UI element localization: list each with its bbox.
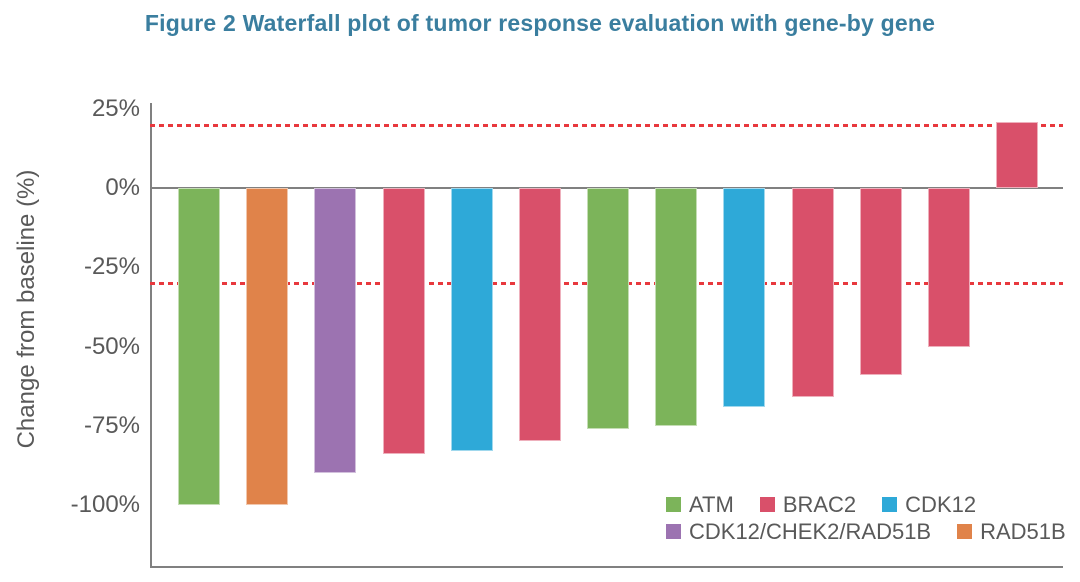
- legend-item-BRAC2: BRAC2: [759, 491, 857, 518]
- y-axis-line: [150, 103, 152, 568]
- bar-BRAC2: [382, 188, 425, 455]
- legend-label: ATM: [689, 491, 734, 517]
- bar-CDK12: [723, 188, 766, 407]
- bar-BRAC2: [927, 188, 970, 347]
- y-tick-label: -100%: [70, 490, 140, 518]
- legend-label: CDK12: [905, 491, 977, 517]
- bar-CDK12: [450, 188, 493, 451]
- figure-title: Figure 2 Waterfall plot of tumor respons…: [144, 10, 936, 36]
- legend-item-ATM: ATM: [666, 492, 734, 518]
- legend-swatch-icon: [759, 497, 775, 512]
- legend-label: CDK12/CHEK2/RAD51B: [689, 518, 932, 544]
- y-axis-label: Change from baseline (%): [13, 169, 40, 449]
- legend-swatch-icon: [882, 497, 898, 512]
- legend: ATM BRAC2 CDK12 CDK12/CHEK2/RAD51B RAD51B: [666, 491, 1066, 545]
- legend-label: RAD51B: [980, 518, 1066, 544]
- y-tick-label: 0%: [105, 174, 140, 202]
- y-tick-label: -25%: [83, 253, 140, 281]
- reference-line-plus20: [150, 123, 1063, 127]
- bar-BRAC2: [518, 188, 561, 442]
- legend-item-CDK12: CDK12: [882, 492, 976, 518]
- legend-swatch-icon: [957, 524, 973, 539]
- bar-CDK12-CHEK2-RAD51B: [314, 188, 357, 474]
- legend-swatch-icon: [666, 524, 681, 539]
- bar-BRAC2: [791, 188, 834, 398]
- legend-row: ATM BRAC2 CDK12: [666, 491, 1066, 518]
- bar-ATM: [178, 188, 220, 505]
- y-tick-label: -75%: [83, 411, 140, 439]
- bar-BRAC2: [996, 121, 1038, 189]
- bar-ATM: [655, 188, 698, 426]
- bar-ATM: [587, 188, 629, 429]
- legend-item-RAD51B: RAD51B: [957, 519, 1066, 545]
- legend-item-CDK12-CHEK2-RAD51B: CDK12/CHEK2/RAD51B: [666, 519, 931, 545]
- y-tick-label: -50%: [83, 332, 140, 360]
- y-tick-label: 25%: [91, 95, 140, 123]
- bar-RAD51B: [246, 188, 289, 505]
- x-axis-line: [150, 566, 1063, 568]
- legend-label: BRAC2: [782, 491, 857, 517]
- bar-BRAC2: [859, 188, 902, 376]
- legend-row: CDK12/CHEK2/RAD51B RAD51B: [666, 518, 1066, 545]
- plot-area: ATM BRAC2 CDK12 CDK12/CHEK2/RAD51B RAD51B: [150, 103, 1066, 568]
- legend-swatch-icon: [666, 497, 681, 512]
